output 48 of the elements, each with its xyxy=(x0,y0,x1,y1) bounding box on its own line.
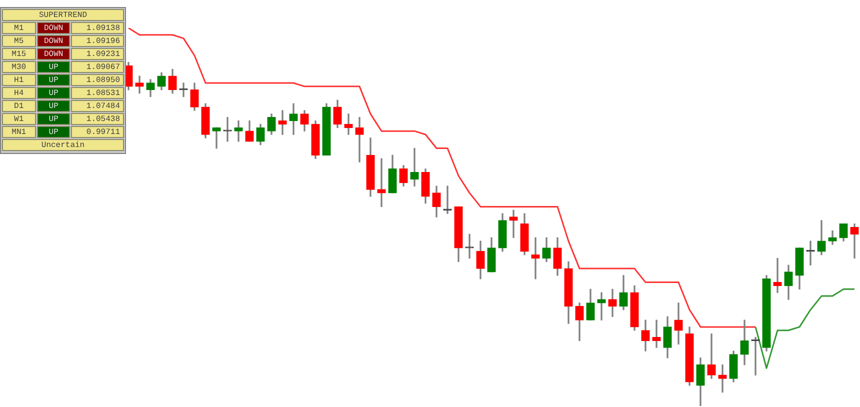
candlestick xyxy=(289,103,298,135)
text: SUPERTREND xyxy=(2,9,124,21)
text: UP xyxy=(48,128,58,137)
candlestick xyxy=(850,224,859,259)
text: 0.99711 xyxy=(86,128,120,137)
text: UP xyxy=(48,89,58,98)
candlestick xyxy=(718,364,727,393)
text: DOWN xyxy=(44,50,64,59)
text: 1.08950 xyxy=(86,76,120,85)
text: 1.09196 xyxy=(86,37,120,46)
category-label: M30 xyxy=(2,61,36,73)
category-label: D1 xyxy=(2,100,36,112)
candlestick xyxy=(278,110,287,135)
candlestick xyxy=(707,334,716,379)
text: UP xyxy=(48,115,58,124)
candlestick xyxy=(410,148,419,186)
text: DOWN xyxy=(44,24,64,33)
text: 1.08531 xyxy=(86,89,120,98)
candlestick xyxy=(531,237,540,280)
text: UP xyxy=(48,102,58,111)
category-label: M1 xyxy=(2,22,36,34)
candlestick xyxy=(234,120,243,142)
category-label: M5 xyxy=(2,35,36,47)
candlestick xyxy=(212,127,221,149)
category-label: W1 xyxy=(2,113,36,125)
text: 1.09067 xyxy=(86,63,120,72)
candlestick xyxy=(674,302,683,344)
category-label: MN1 xyxy=(2,126,36,138)
candlestick xyxy=(652,320,661,348)
text: 1.09138 xyxy=(86,24,120,33)
text: UP xyxy=(48,76,58,85)
candlestick xyxy=(773,258,782,293)
text: Uncertain xyxy=(2,139,124,151)
text: 1.07484 xyxy=(86,102,120,111)
text: UP xyxy=(48,63,58,72)
text: DOWN xyxy=(44,37,64,46)
text: 1.05438 xyxy=(86,115,120,124)
category-label: H1 xyxy=(2,74,36,86)
candlestick xyxy=(509,210,518,238)
candlestick xyxy=(355,117,364,162)
candlestick xyxy=(597,292,606,320)
candlestick xyxy=(344,114,353,135)
text: 1.09231 xyxy=(86,50,120,59)
category-label: H4 xyxy=(2,87,36,99)
candlestick xyxy=(465,234,474,259)
candlestick xyxy=(135,76,144,94)
category-label: M15 xyxy=(2,48,36,60)
candlestick xyxy=(377,158,386,208)
